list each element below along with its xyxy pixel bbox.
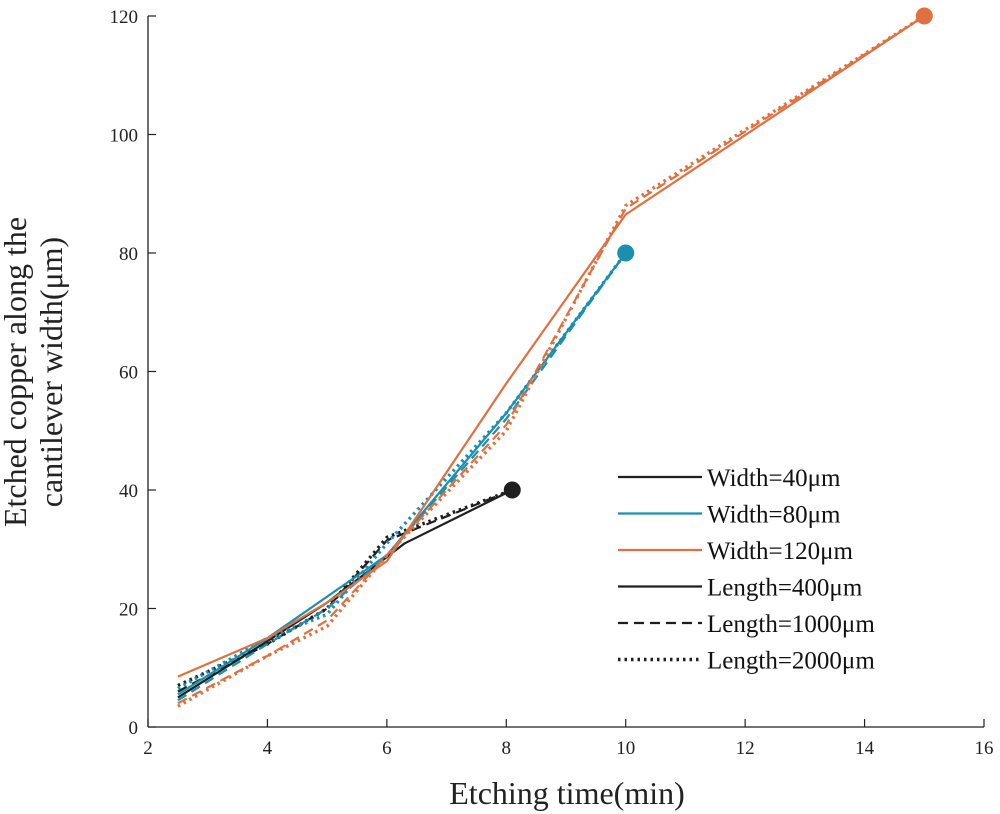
x-tick-label: 6 [382, 738, 392, 759]
y-tick-label: 100 [110, 126, 139, 147]
legend: Width=40μm Width=80μm Width=120μm Length=40… [618, 465, 875, 675]
y-tick-label: 40 [119, 481, 138, 502]
legend-label: Length=2000μm [707, 648, 875, 675]
series-lines [177, 14, 926, 708]
legend-label: Length=1000μm [707, 611, 875, 638]
x-axis-label: Etching time(min) [449, 775, 685, 811]
legend-label: Width=120μm [707, 538, 853, 565]
x-tick-label: 4 [263, 738, 273, 759]
series-line-w80-length-1000 [177, 252, 627, 702]
series-line-w80-length-400 [177, 252, 627, 696]
y-axis-label-line-2: cantilever width(μm) [33, 237, 69, 507]
end-markers [503, 7, 933, 499]
legend-label: Length=400μm [707, 575, 863, 602]
x-tick-label: 12 [736, 738, 755, 759]
x-tick-label: 14 [855, 738, 875, 759]
y-tick-label: 0 [129, 718, 139, 739]
series-line-w80-length-2000 [177, 251, 628, 690]
end-marker-w120 [915, 7, 933, 25]
x-tick-label: 8 [502, 738, 512, 759]
x-tick-label: 16 [975, 738, 994, 759]
end-marker-w40 [503, 481, 521, 499]
legend-label: Width=80μm [707, 502, 841, 529]
y-tick-label: 60 [119, 363, 138, 384]
series-line-w120-length-2000 [177, 14, 926, 708]
end-marker-w80 [617, 244, 635, 262]
y-tick-label: 20 [119, 600, 138, 621]
legend-label: Width=40μm [707, 465, 841, 492]
y-axis-label-line-1: Etched copper along the [0, 217, 33, 527]
y-tick-label: 120 [110, 7, 139, 28]
x-tick-label: 10 [616, 738, 635, 759]
y-axis-label: Etched copper along the cantilever width… [0, 217, 69, 527]
x-tick-label: 2 [143, 738, 153, 759]
series-line-w40-length-1000 [177, 488, 513, 693]
series-line-w120-length-400 [177, 15, 925, 678]
ticks: 2 4 6 8 10 12 14 16 0 20 40 60 80 100 120 [110, 7, 994, 759]
y-tick-label: 80 [119, 244, 138, 265]
